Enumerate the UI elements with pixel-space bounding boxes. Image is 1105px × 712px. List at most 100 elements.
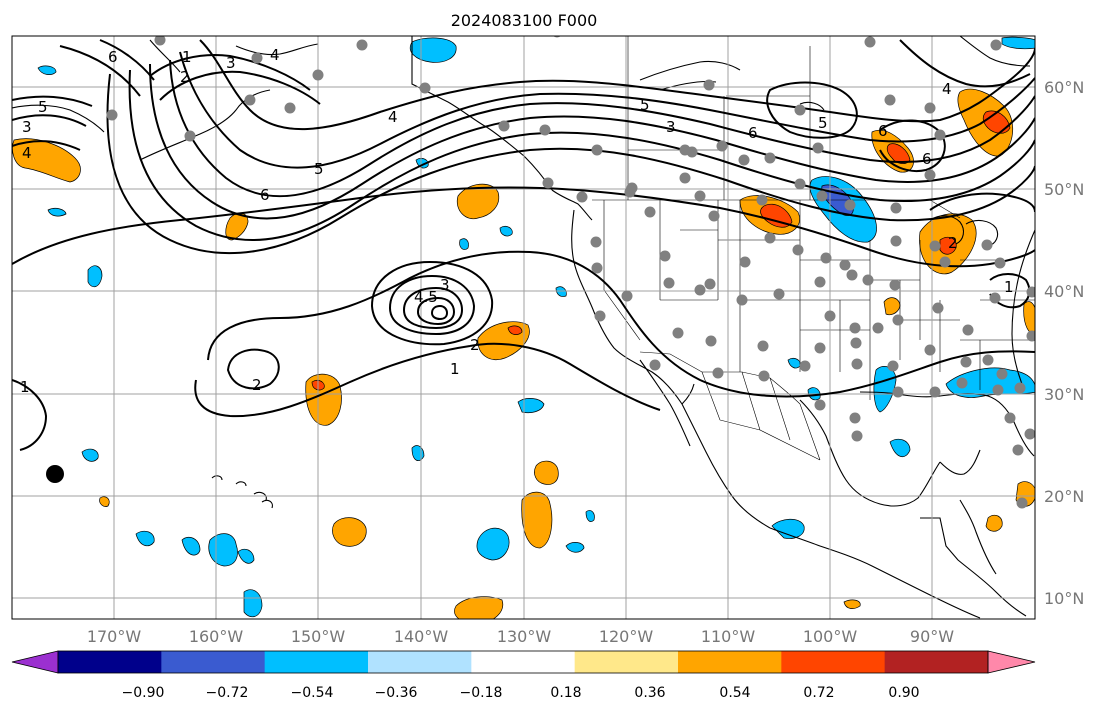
contour-line [12,379,48,451]
contour-line [149,54,321,105]
station-marker [1026,330,1035,342]
contour-label: 1 [20,378,30,396]
contour-label: 1 [450,360,460,378]
station-marker [694,190,706,202]
lon-label: 160°W [189,627,244,646]
station-marker [649,359,661,371]
station-marker [892,314,904,326]
colorbar-label: 0.36 [634,685,665,701]
station-marker [939,256,951,268]
station-marker [981,239,993,251]
station-marker [1014,382,1026,394]
contour-label: 5 [314,160,324,178]
station-marker [889,279,901,291]
station-marker [679,172,691,184]
baja [639,359,695,447]
cyan-patch [499,226,513,237]
station-marker [924,102,936,114]
gridlines [12,36,1035,619]
station-marker [251,52,263,64]
lat-label: 60°N [1044,78,1084,97]
contour-label: 5 [818,114,828,132]
station-marker [794,178,806,190]
station-marker [794,104,806,116]
station-marker [621,290,633,302]
station-marker [356,39,368,51]
station-marker [934,129,946,141]
contour-label: 1 [1004,278,1014,296]
lon-label: 170°W [87,627,142,646]
station-marker [591,262,603,274]
lat-label: 30°N [1044,385,1084,404]
contour-line [128,69,1035,241]
station-marker [312,69,324,81]
cyan-patch [459,238,469,250]
contour-labels: 6 5 3 4 1 2 3 4 6 5 4 5 3 6 5 6 6 4 2 1 … [20,46,1014,396]
red-patch [760,203,793,228]
colorbar-segment [884,651,989,673]
station-marker [812,142,824,154]
map-title: 2024083100 F000 [451,11,598,30]
contour-label: 2 [948,234,958,252]
contour-label: 6 [878,122,888,140]
colorbar-label: −0.90 [122,685,165,701]
contour-line [194,345,471,418]
station-marker [106,109,118,121]
station-marker [764,152,776,164]
orange-patch [12,138,81,183]
station-marker [799,360,811,372]
orange-patch [521,491,553,549]
alaska-coast [12,39,319,161]
station-marker [624,186,636,198]
station-marker [498,120,510,132]
contour-line [199,39,1035,131]
contour-label: 4 [388,108,398,126]
orange-patch [534,460,559,485]
lon-label: 110°W [701,627,756,646]
contour-line [430,304,449,321]
station-marker [994,257,1006,269]
contour-line [370,260,494,346]
colorbar-segment [368,651,472,673]
highlighted-station-marker [46,465,64,483]
station-marker [773,288,785,300]
station-marker [844,199,856,211]
shaded-anomalies [12,36,1035,619]
station-marker [872,322,884,334]
station-marker [820,252,832,264]
station-marker [576,191,588,203]
colorbar-segment [58,651,162,673]
cyan-patch [237,548,255,564]
station-marker [1016,497,1028,509]
cyan-patch [771,518,805,539]
contour-label: 2 [252,376,262,394]
lon-label: 140°W [394,627,449,646]
contour-label: 3 [666,118,676,136]
station-marker [962,324,974,336]
station-marker [703,79,715,91]
colorbar-frame [57,650,989,674]
contour-line [207,250,1035,398]
cyan-patch [81,448,99,462]
cyan-patch [243,589,263,618]
mexico-coast [769,527,981,619]
station-marker [956,377,968,389]
lon-label: 150°W [291,627,346,646]
station-marker [694,284,706,296]
contour-line [879,119,946,172]
station-marker [284,102,296,114]
orange-patch [332,517,367,547]
contour-line [402,286,464,330]
colorbar-extend-min [11,650,59,674]
station-marker [686,146,698,158]
lon-label: 130°W [497,627,552,646]
colorbar-segment [471,651,576,673]
station-marker [824,310,836,322]
station-marker [851,358,863,370]
station-marker [542,177,554,189]
contour-label: 6 [108,48,118,66]
station-marker [244,94,256,106]
colorbar [11,650,1036,674]
station-marker [704,278,716,290]
